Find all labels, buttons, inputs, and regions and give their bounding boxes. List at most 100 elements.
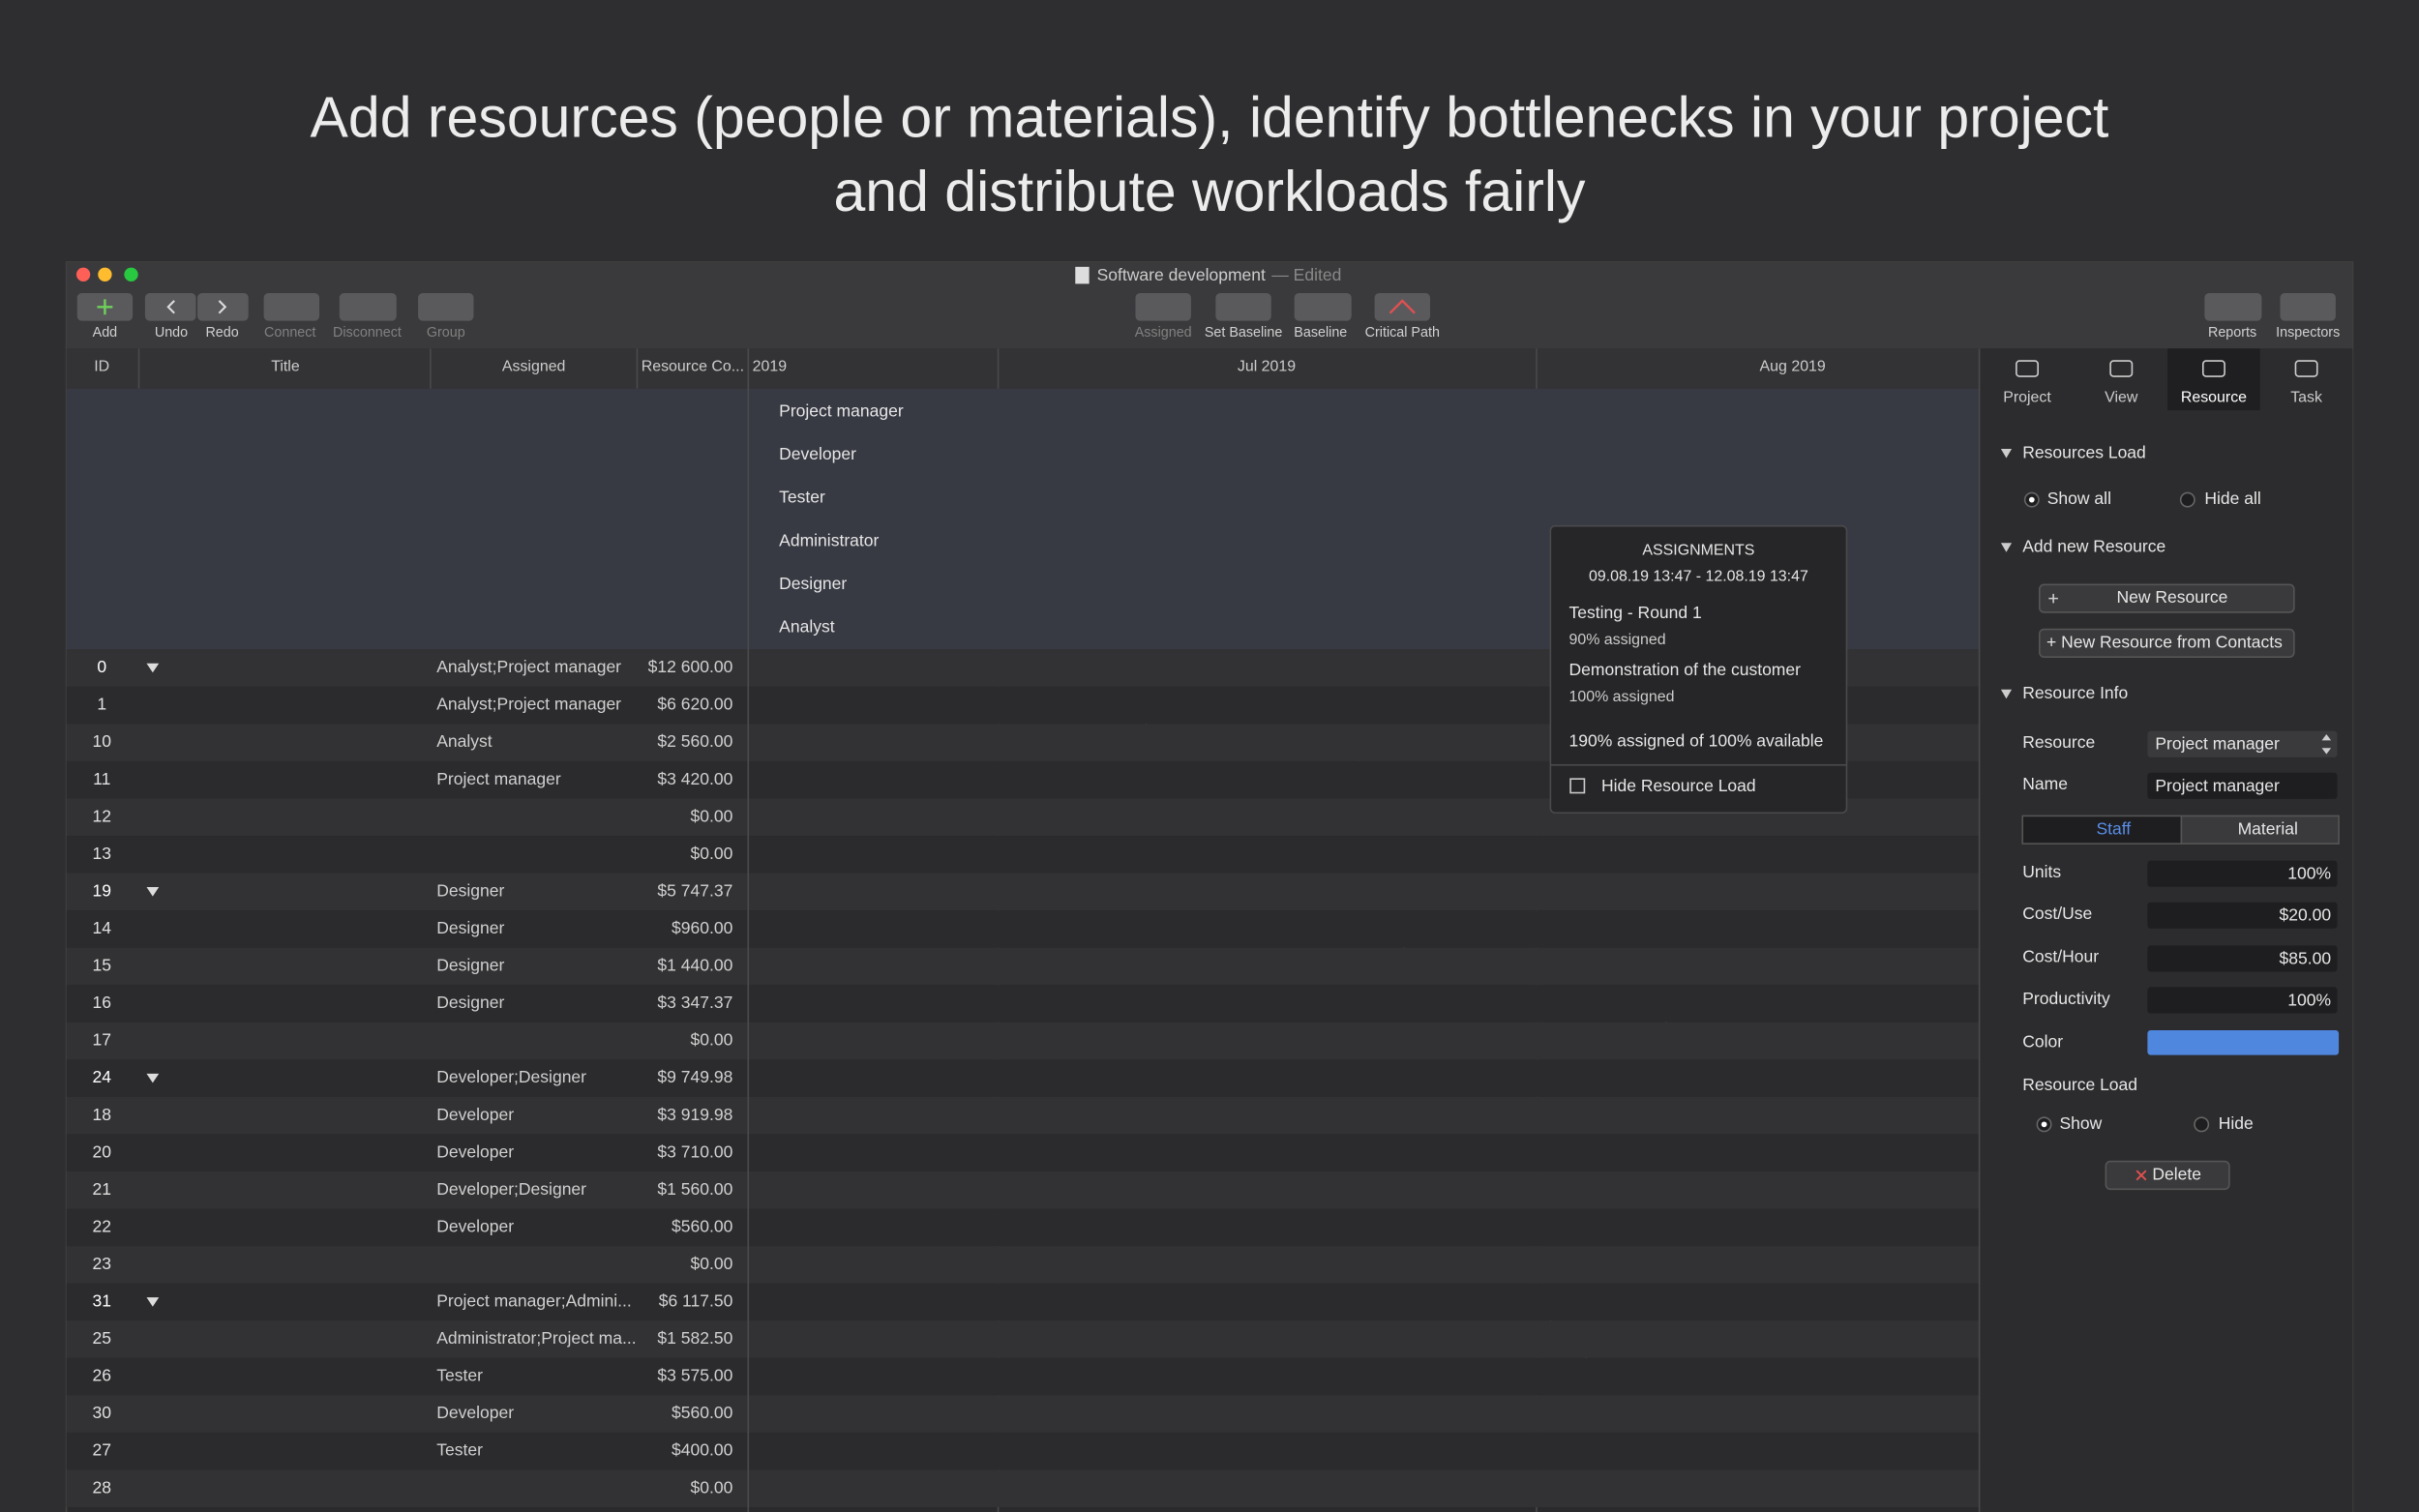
section-triangle[interactable] (2000, 448, 2013, 459)
tooltip-heading: ASSIGNMENTS (1642, 542, 1754, 558)
field[interactable] (2147, 902, 2338, 929)
tooltip-summary: 190% assigned of 100% available (1568, 731, 1823, 751)
field[interactable] (2147, 860, 2338, 887)
table-row[interactable] (66, 1246, 1980, 1284)
task-cost: $2 560.00 (657, 731, 732, 751)
button[interactable] (2038, 628, 2295, 659)
task-id: 12 (92, 806, 110, 825)
task-cost: $3 347.37 (657, 993, 732, 1012)
task-cost: $960.00 (672, 918, 733, 937)
toolbar-button[interactable] (418, 292, 474, 321)
table-row[interactable] (66, 1320, 1980, 1358)
table-row[interactable] (66, 1395, 1980, 1433)
field[interactable] (2147, 987, 2338, 1014)
table-row[interactable] (66, 1208, 1980, 1247)
task-id: 24 (92, 1067, 111, 1086)
table-row[interactable] (66, 1283, 1980, 1321)
section-triangle[interactable] (2000, 689, 2013, 699)
field[interactable] (2147, 945, 2338, 972)
toolbar-button[interactable] (2204, 292, 2262, 321)
tab-icon[interactable] (2109, 360, 2134, 377)
column-header: Title (271, 359, 300, 375)
disclosure-triangle[interactable] (146, 1297, 160, 1307)
task-id: 23 (92, 1254, 110, 1273)
headline: and distribute workloads fairly (834, 160, 1587, 223)
tab-icon[interactable] (2294, 360, 2318, 377)
segment[interactable] (2021, 815, 2183, 845)
zoom-button[interactable] (124, 267, 138, 282)
toolbar-button[interactable] (1135, 292, 1191, 321)
disclosure-triangle[interactable] (146, 663, 160, 673)
table-row[interactable] (66, 1134, 1980, 1171)
resource-load-name: Developer (779, 444, 856, 463)
toolbar-button[interactable] (197, 292, 249, 321)
table-row[interactable] (66, 1432, 1980, 1470)
task-cost: $0.00 (690, 806, 732, 825)
task-id: 27 (92, 1440, 110, 1460)
resource-load-name: Administrator (779, 530, 879, 549)
inspector-tab: View (2105, 390, 2138, 406)
toolbar-label: Critical Path (1365, 325, 1440, 341)
task-id: 14 (92, 918, 111, 937)
radio-label: Show (2060, 1113, 2103, 1133)
task-id: 31 (92, 1291, 110, 1311)
disclosure-triangle[interactable] (146, 887, 160, 897)
minimize-button[interactable] (98, 267, 112, 282)
disclosure-triangle[interactable] (146, 1073, 160, 1083)
field-label: Cost/Hour (2022, 947, 2099, 966)
task-assigned: Tester (436, 1366, 483, 1385)
segment[interactable] (2180, 815, 2340, 845)
radio[interactable] (2179, 491, 2195, 508)
table-row[interactable] (66, 873, 1980, 911)
tab-icon[interactable] (2201, 360, 2225, 377)
toolbar-button[interactable] (1294, 292, 1352, 321)
tab-icon[interactable] (2016, 360, 2039, 377)
button[interactable] (2038, 583, 2295, 613)
table-row[interactable] (66, 1469, 1980, 1507)
popup-arrows (2321, 733, 2332, 755)
table-row[interactable] (66, 947, 1980, 986)
table-row[interactable] (66, 1059, 1980, 1097)
table-row[interactable] (66, 1022, 1980, 1060)
field[interactable] (2147, 772, 2338, 799)
task-id: 22 (92, 1216, 110, 1235)
toolbar-button[interactable] (1215, 292, 1271, 321)
task-cost: $6 117.50 (659, 1291, 733, 1311)
radio[interactable] (2194, 1116, 2210, 1133)
delete-button[interactable] (2105, 1160, 2230, 1191)
table-row[interactable] (66, 985, 1980, 1023)
task-id: 15 (92, 956, 110, 975)
toolbar-label: Redo (205, 325, 238, 341)
tooltip-action[interactable]: Hide Resource Load (1601, 776, 1756, 795)
button-label: New Resource (2116, 587, 2227, 607)
column-header: Resource Co... (642, 359, 744, 375)
task-id: 18 (92, 1105, 110, 1124)
task-assigned: Developer (436, 1105, 514, 1124)
table-row[interactable] (66, 1171, 1980, 1209)
tooltip (1549, 524, 1848, 815)
section-heading: Resources Load (2022, 442, 2146, 461)
color-swatch[interactable] (2147, 1030, 2340, 1055)
task-id: 25 (92, 1328, 110, 1348)
toolbar-button[interactable] (2280, 292, 2336, 321)
close-button[interactable] (75, 267, 91, 282)
task-assigned: Developer (436, 1141, 514, 1161)
task-id: 17 (92, 1030, 110, 1050)
task-id: 30 (92, 1403, 111, 1422)
table-row[interactable] (66, 1357, 1980, 1396)
field-value: $20.00 (2280, 905, 2332, 925)
task-assigned: Designer (436, 993, 504, 1012)
table-row[interactable] (66, 1096, 1980, 1135)
radio-label: Hide (2219, 1113, 2254, 1133)
toolbar-button[interactable] (144, 292, 196, 321)
redo-icon (218, 300, 227, 314)
toolbar-button[interactable] (339, 292, 397, 321)
task-id: 13 (92, 844, 110, 863)
table-row[interactable] (66, 836, 1980, 874)
table-row[interactable] (66, 910, 1980, 948)
toolbar-button[interactable] (1374, 292, 1430, 321)
field[interactable] (2147, 730, 2338, 757)
toolbar-button[interactable] (263, 292, 320, 321)
toolbar-label: Group (427, 325, 465, 341)
section-triangle[interactable] (2000, 543, 2013, 552)
